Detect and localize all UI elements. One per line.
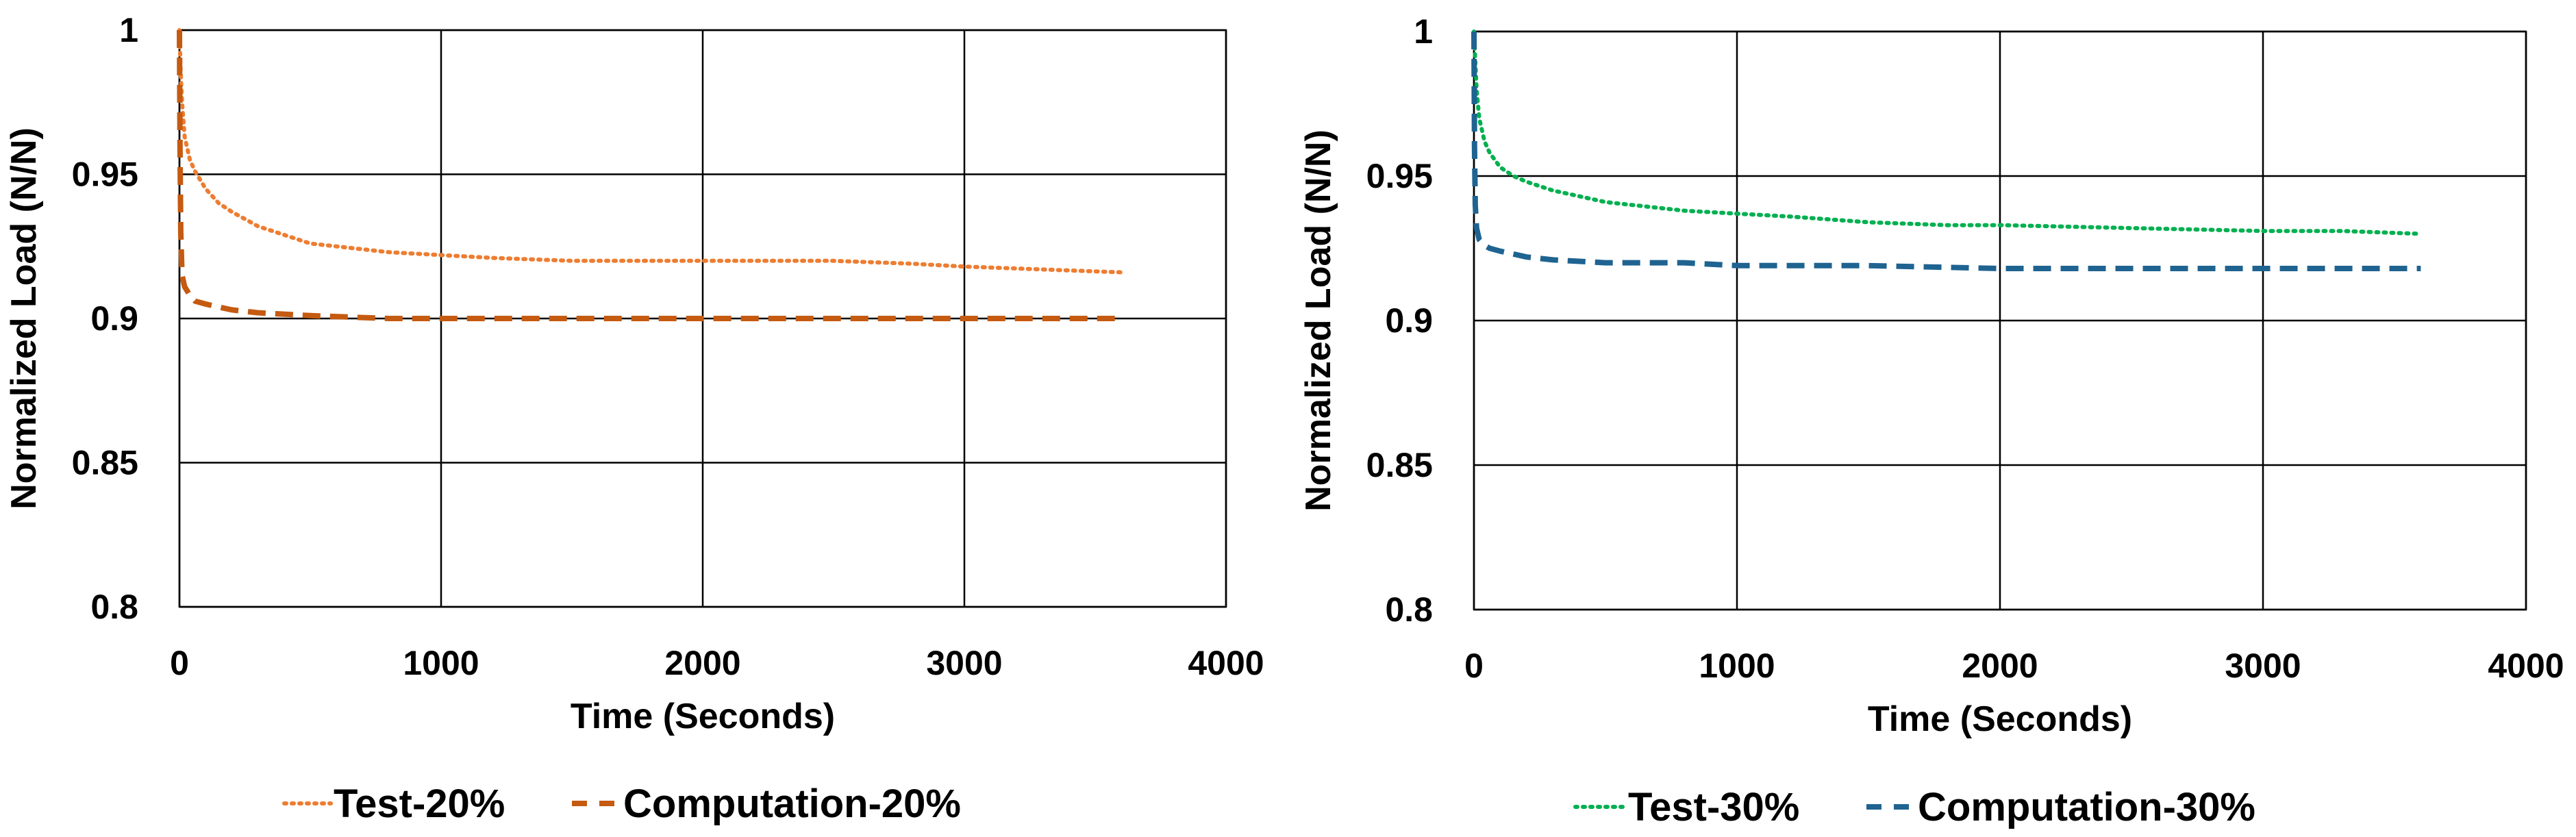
legend: Test-30% Computation-30% <box>1573 785 2255 829</box>
x-tick-label: 0 <box>170 644 189 682</box>
x-tick-label: 4000 <box>1188 644 1264 682</box>
series-line-test-20- <box>177 28 1124 275</box>
legend: Test-20% Computation-20% <box>282 782 961 826</box>
y-tick-label: 1 <box>119 11 138 49</box>
x-tick-label: 2000 <box>1962 647 2038 685</box>
y-axis-title: Normalized Load (N/N) <box>1299 129 1338 512</box>
y-tick-label: 0.85 <box>72 444 138 482</box>
x-tick-label: 2000 <box>664 644 740 682</box>
x-tick-label: 4000 <box>2488 647 2564 685</box>
plot-area-border <box>178 29 1227 608</box>
y-axis-title: Normalized Load (N/N) <box>4 127 44 510</box>
chart-1: 0.8 0.85 0.9 0.95 1 0 1000 2000 3000 4000 Time (Se… <box>4 11 1264 826</box>
y-tick-label: 0.8 <box>1385 590 1433 629</box>
y-tick-label: 0.8 <box>90 588 138 626</box>
y-tick-label: 0.9 <box>1385 301 1433 340</box>
y-tick-label: 0.85 <box>1366 446 1433 484</box>
x-tick-label: 1000 <box>1699 647 1775 685</box>
series-line-computation-20- <box>177 29 1122 321</box>
legend-label: Test-20% <box>334 782 505 826</box>
plot-area-border <box>1473 30 2527 611</box>
y-tick-label: 1 <box>1414 12 1433 51</box>
series-line-test-30- <box>1472 29 2423 236</box>
legend-label: Computation-20% <box>623 782 961 826</box>
x-axis-title: Time (Seconds) <box>1868 699 2132 739</box>
legend-label: Test-30% <box>1628 785 1799 829</box>
series-line-computation-30- <box>1471 31 2421 271</box>
x-tick-label: 3000 <box>926 644 1002 682</box>
y-tick-label: 0.9 <box>90 299 138 338</box>
x-axis-title: Time (Seconds) <box>571 697 835 736</box>
y-tick-label: 0.95 <box>72 155 138 194</box>
x-tick-label: 0 <box>1464 647 1484 685</box>
y-tick-label: 0.95 <box>1366 157 1433 195</box>
legend-label: Computation-30% <box>1918 785 2255 829</box>
x-tick-label: 1000 <box>403 644 479 682</box>
chart-2: 0.8 0.85 0.9 0.95 1 0 1000 2000 3000 4000 Time (Se… <box>1299 12 2564 829</box>
x-tick-label: 3000 <box>2225 647 2301 685</box>
